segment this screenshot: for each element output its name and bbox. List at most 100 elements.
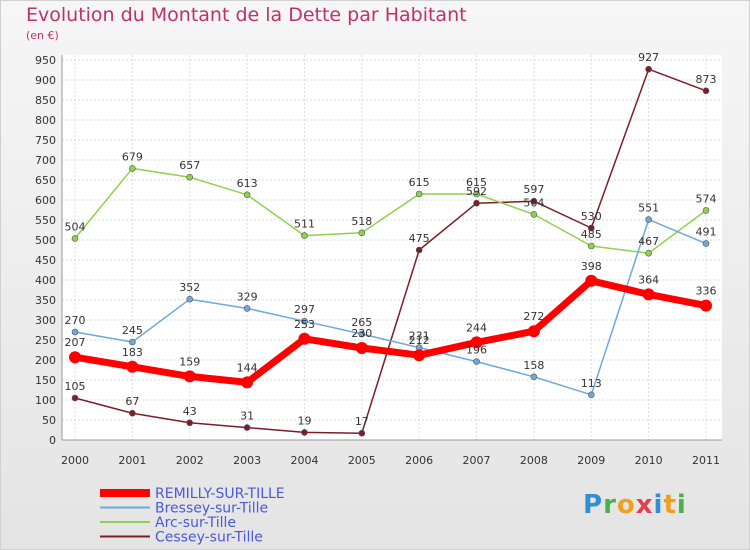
data-point [358,429,366,437]
x-tick-label: 2006 [405,454,433,467]
data-point [358,229,366,237]
data-point [241,376,254,389]
data-label: 491 [696,226,717,239]
data-point [301,429,308,436]
y-tick-label: 0 [49,434,56,447]
x-tick-label: 2000 [61,454,89,467]
y-tick-label: 550 [35,214,56,227]
y-tick-label: 850 [35,94,56,107]
x-tick-label: 2001 [118,454,146,467]
data-label: 158 [523,359,544,372]
y-tick-label: 900 [35,74,56,87]
data-point [415,246,423,254]
y-tick-label: 800 [35,114,56,127]
data-label: 144 [237,361,258,374]
y-tick-label: 450 [35,254,56,267]
y-tick-label: 50 [42,414,56,427]
data-label: 270 [65,314,86,327]
data-point [243,305,251,312]
chart-subtitle: (en €) [26,29,59,42]
data-point [186,419,194,427]
data-label: 615 [409,176,430,189]
data-label: 67 [125,395,139,408]
logo-letter: i [653,490,664,520]
data-point [355,342,368,354]
x-tick-label: 2009 [577,454,605,467]
data-point [413,349,426,362]
y-tick-label: 500 [35,234,56,247]
data-label: 485 [581,228,602,241]
data-point [358,330,366,338]
data-point [186,295,194,303]
data-point [587,242,595,250]
logo-letter: x [635,490,654,520]
data-label: 613 [237,177,258,190]
data-point [415,190,423,198]
legend-entry: REMILLY-SUR-TILLE [155,486,285,502]
x-tick-label: 2002 [176,454,204,467]
data-point [527,325,540,338]
legend-entry: Cessey-sur-Tille [155,530,263,546]
data-point [700,299,712,312]
data-point [587,391,595,399]
data-point [702,207,710,214]
legend-entry: Arc-sur-Tille [155,515,236,531]
y-tick-label: 300 [35,314,56,327]
data-point [585,274,598,287]
data-point [243,424,251,431]
series-line [74,68,707,434]
plot-area [62,55,722,440]
y-tick-label: 700 [35,154,56,167]
y-tick-label: 350 [35,294,56,307]
data-label: 873 [696,73,717,86]
data-label: 230 [351,327,372,340]
data-label: 31 [240,410,254,423]
data-label: 265 [351,316,372,329]
data-label: 398 [581,260,602,273]
data-label: 207 [65,336,86,349]
y-tick-label: 150 [35,374,56,387]
data-label: 657 [179,159,200,172]
data-point [645,65,652,73]
data-label: 183 [122,346,143,359]
data-label: 364 [638,273,659,286]
data-label: 592 [466,185,487,198]
data-point [473,190,480,198]
data-label: 244 [466,321,487,334]
y-tick-label: 650 [35,174,56,187]
data-point [473,199,480,207]
data-point [71,235,79,242]
data-label: 467 [638,235,659,248]
logo-letter: t [663,490,677,520]
data-point [243,191,251,199]
series-line [74,218,707,396]
data-label: 475 [409,232,430,245]
data-point [301,232,308,239]
x-tick-label: 2003 [233,454,261,467]
data-point [71,328,79,336]
chart-title: Evolution du Montant de la Dette par Hab… [26,4,467,26]
y-tick-label: 400 [35,274,56,287]
data-label: 551 [638,202,659,215]
data-label: 19 [297,414,311,427]
data-point [129,165,136,172]
data-label: 336 [696,285,717,298]
data-point [702,240,710,247]
x-tick-label: 2007 [463,454,491,467]
data-point [129,409,136,417]
data-point [301,317,308,325]
x-tick-label: 2005 [348,454,376,467]
data-label: 253 [294,318,315,331]
legend-entry: Bressey-sur-Tille [155,501,268,517]
data-label: 231 [409,330,430,343]
data-label: 927 [638,51,659,64]
data-point [530,373,538,381]
data-point [645,216,652,223]
logo-letter: P [583,490,604,520]
data-label: 159 [179,355,200,368]
y-tick-label: 250 [35,334,56,347]
data-point [129,338,136,346]
data-point [470,336,483,349]
data-point [69,351,81,364]
